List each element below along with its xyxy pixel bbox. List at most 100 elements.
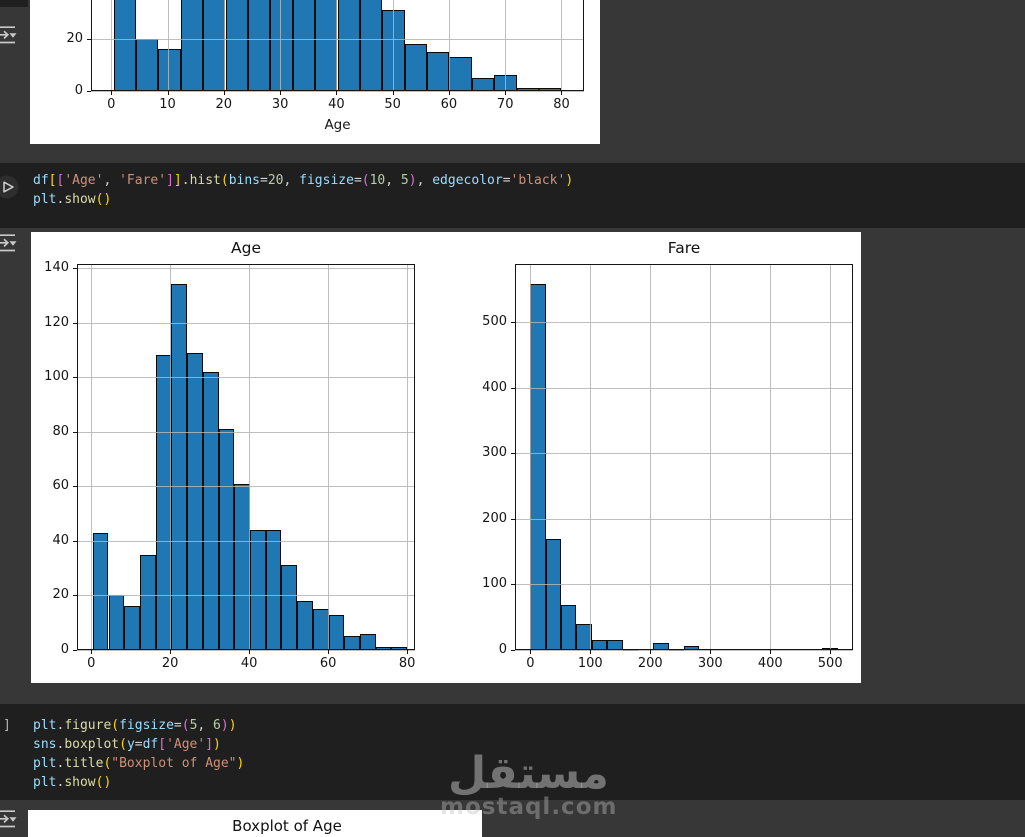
y-tick-label: 0 bbox=[498, 642, 507, 657]
histogram-bar bbox=[135, 38, 159, 91]
histogram-bar bbox=[530, 284, 546, 650]
code-editor-1[interactable]: df[['Age', 'Fare']].hist(bins=20, figsiz… bbox=[33, 171, 573, 209]
gridline-horizontal bbox=[77, 322, 415, 324]
histogram-bar bbox=[225, 0, 248, 91]
code-token: . bbox=[56, 192, 65, 207]
gridline-vertical bbox=[505, 0, 507, 91]
code-token: ( bbox=[111, 718, 120, 733]
x-tick-mark bbox=[336, 91, 338, 95]
code-editor-2[interactable]: plt.figure(figsize=(5, 6)) sns.boxplot(y=… bbox=[33, 716, 244, 792]
code-token: , bbox=[416, 173, 433, 188]
code-token: . bbox=[56, 756, 65, 771]
code-token: , bbox=[283, 173, 300, 188]
code-token: edgecolor bbox=[432, 173, 503, 188]
code-cell-2[interactable]: ] plt.figure(figsize=(5, 6)) sns.boxplot(… bbox=[0, 704, 1025, 800]
gridline-vertical bbox=[392, 0, 394, 91]
code-token: plt bbox=[33, 192, 57, 207]
histogram-bar bbox=[180, 0, 204, 91]
histogram-bar bbox=[108, 595, 125, 650]
histogram-bar bbox=[561, 605, 577, 650]
y-tick-label: 0 bbox=[74, 83, 83, 98]
code-token: ] bbox=[205, 737, 214, 752]
code-token: . bbox=[56, 737, 65, 752]
x-tick-mark bbox=[91, 650, 93, 654]
x-tick-mark bbox=[505, 91, 507, 95]
code-token: ( bbox=[95, 192, 104, 207]
code-token: figsize bbox=[299, 173, 354, 188]
x-tick-label: 60 bbox=[319, 656, 337, 671]
histogram-bar bbox=[155, 355, 172, 650]
code-token: ( bbox=[95, 775, 104, 790]
y-tick-label: 80 bbox=[52, 423, 69, 439]
gridline-vertical bbox=[710, 264, 712, 650]
scroll-output-icon bbox=[0, 810, 17, 828]
x-tick-mark bbox=[530, 650, 532, 654]
code-token: plt bbox=[33, 718, 57, 733]
gridline-horizontal bbox=[91, 91, 584, 92]
code-token: 'Age' bbox=[64, 173, 104, 188]
code-token: . bbox=[181, 173, 190, 188]
gridline-horizontal bbox=[77, 486, 415, 488]
x-tick-label: 40 bbox=[240, 656, 258, 671]
gridline-vertical bbox=[830, 264, 832, 650]
y-tick-mark bbox=[73, 268, 77, 270]
histogram-bar bbox=[427, 51, 450, 91]
code-token: [ bbox=[158, 737, 167, 752]
histogram-bar bbox=[234, 483, 250, 650]
code-token: sns bbox=[33, 737, 57, 752]
code-token: df bbox=[33, 173, 49, 188]
code-token: df bbox=[142, 737, 159, 752]
output-options-icon[interactable] bbox=[0, 25, 18, 45]
execution-count-bracket: ] bbox=[3, 718, 11, 733]
output-options-icon[interactable] bbox=[0, 809, 18, 829]
x-tick-label: 100 bbox=[577, 656, 603, 671]
code-token: , bbox=[103, 173, 120, 188]
code-token: 'Fare' bbox=[119, 173, 167, 188]
y-tick-label: 500 bbox=[482, 314, 507, 330]
previous-cell-edge bbox=[0, 0, 28, 7]
x-tick-label: 30 bbox=[271, 97, 289, 112]
x-tick-mark bbox=[249, 650, 251, 654]
gridline-horizontal bbox=[91, 38, 584, 40]
x-tick-label: 40 bbox=[328, 97, 345, 112]
histogram-bar bbox=[292, 0, 316, 91]
code-token: = bbox=[353, 173, 362, 188]
gridline-vertical bbox=[770, 264, 772, 650]
gridline-vertical bbox=[590, 264, 592, 650]
gridline-horizontal bbox=[515, 322, 853, 324]
y-tick-mark bbox=[511, 387, 515, 389]
gridline-vertical bbox=[223, 0, 225, 91]
output-options-icon[interactable] bbox=[0, 233, 18, 253]
code-token: y bbox=[126, 737, 135, 752]
histogram-bar bbox=[270, 0, 293, 91]
code-line: plt.show() bbox=[33, 190, 573, 209]
figure-output-age-fare: 0 20 40 60 80 0 20 40 60 80 100 120 140 Age 0 100 200 300… bbox=[31, 232, 861, 683]
code-cell-1[interactable]: df[['Age', 'Fare']].hist(bins=20, figsiz… bbox=[0, 163, 1025, 228]
code-token: 10 bbox=[369, 173, 386, 188]
code-token: title bbox=[64, 756, 104, 771]
gridline-vertical bbox=[650, 264, 652, 650]
chart-title: Fare bbox=[667, 239, 701, 257]
histogram-bar bbox=[265, 529, 282, 650]
code-token: 5 bbox=[400, 173, 409, 188]
code-token: [ bbox=[56, 173, 65, 188]
x-tick-mark bbox=[111, 91, 113, 95]
histogram-bar bbox=[607, 639, 623, 650]
x-tick-mark bbox=[280, 91, 282, 95]
x-tick-label: 70 bbox=[496, 97, 514, 112]
histogram-bar bbox=[297, 600, 313, 650]
histogram-bar bbox=[249, 529, 266, 650]
code-token: = bbox=[502, 173, 511, 188]
gridline-vertical bbox=[111, 0, 113, 91]
code-token: plt bbox=[33, 775, 57, 790]
x-tick-mark bbox=[561, 91, 563, 95]
x-tick-label: 10 bbox=[159, 97, 176, 112]
code-line: sns.boxplot(y=df['Age']) bbox=[33, 735, 244, 754]
y-tick-mark bbox=[73, 650, 77, 651]
code-token: , bbox=[197, 718, 214, 733]
x-tick-label: 0 bbox=[87, 656, 96, 671]
code-token: ] bbox=[166, 173, 174, 188]
y-tick-label: 0 bbox=[60, 642, 69, 657]
run-cell-button[interactable] bbox=[0, 174, 20, 200]
x-tick-label: 500 bbox=[817, 656, 843, 671]
